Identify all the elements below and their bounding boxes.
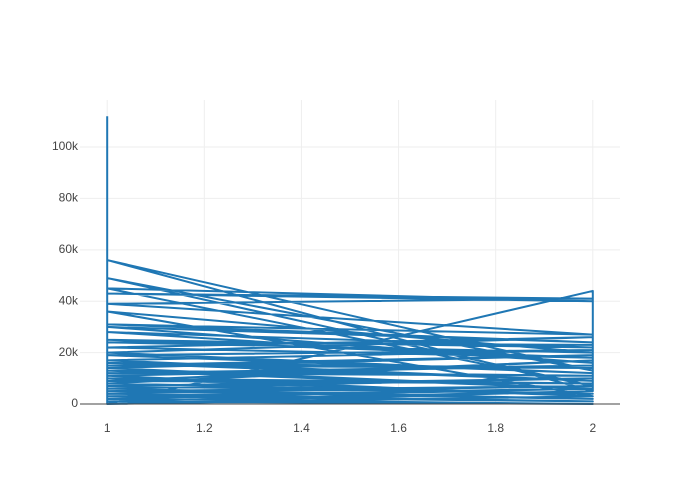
- x-tick-label: 1.6: [390, 421, 407, 435]
- y-tick-label: 60k: [59, 242, 79, 256]
- x-tick-label: 1: [104, 421, 111, 435]
- y-tick-label: 40k: [59, 293, 79, 307]
- x-tick-label: 1.8: [487, 421, 504, 435]
- x-tick-label: 1.2: [196, 421, 213, 435]
- y-tick-label: 20k: [59, 345, 79, 359]
- y-tick-label: 0: [71, 396, 78, 410]
- data-line: [106, 116, 594, 405]
- y-tick-label: 80k: [59, 191, 79, 205]
- x-tick-label: 2: [589, 421, 596, 435]
- y-tick-label: 100k: [52, 139, 79, 153]
- x-tick-label: 1.4: [293, 421, 310, 435]
